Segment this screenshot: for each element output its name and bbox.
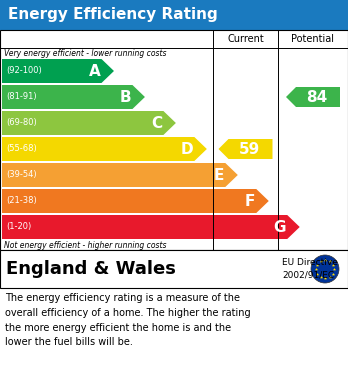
Text: (1-20): (1-20) bbox=[6, 222, 31, 231]
Polygon shape bbox=[2, 111, 176, 135]
Text: F: F bbox=[245, 194, 255, 208]
Polygon shape bbox=[2, 189, 269, 213]
Polygon shape bbox=[2, 163, 238, 187]
Polygon shape bbox=[219, 139, 272, 159]
Polygon shape bbox=[2, 59, 114, 83]
Text: (81-91): (81-91) bbox=[6, 93, 37, 102]
Polygon shape bbox=[2, 215, 300, 239]
Text: Energy Efficiency Rating: Energy Efficiency Rating bbox=[8, 7, 218, 23]
Text: (55-68): (55-68) bbox=[6, 145, 37, 154]
Polygon shape bbox=[2, 137, 207, 161]
Text: EU Directive
2002/91/EC: EU Directive 2002/91/EC bbox=[282, 258, 338, 280]
Bar bbox=[0, 30, 348, 250]
Bar bbox=[0, 250, 348, 288]
Text: 59: 59 bbox=[239, 142, 260, 156]
Polygon shape bbox=[286, 87, 340, 107]
Text: (69-80): (69-80) bbox=[6, 118, 37, 127]
Text: Current: Current bbox=[227, 34, 264, 44]
Text: B: B bbox=[120, 90, 132, 104]
Text: Very energy efficient - lower running costs: Very energy efficient - lower running co… bbox=[4, 49, 166, 58]
Text: The energy efficiency rating is a measure of the
overall efficiency of a home. T: The energy efficiency rating is a measur… bbox=[5, 293, 251, 347]
Text: Not energy efficient - higher running costs: Not energy efficient - higher running co… bbox=[4, 241, 166, 250]
Text: G: G bbox=[274, 219, 286, 235]
Circle shape bbox=[311, 255, 339, 283]
Text: D: D bbox=[181, 142, 193, 156]
Text: (92-100): (92-100) bbox=[6, 66, 42, 75]
Text: A: A bbox=[89, 63, 101, 79]
Text: 84: 84 bbox=[306, 90, 327, 104]
Text: C: C bbox=[151, 115, 163, 131]
Polygon shape bbox=[2, 85, 145, 109]
Text: England & Wales: England & Wales bbox=[6, 260, 176, 278]
Text: Potential: Potential bbox=[292, 34, 334, 44]
Text: E: E bbox=[214, 167, 224, 183]
Text: (39-54): (39-54) bbox=[6, 170, 37, 179]
Bar bbox=[0, 0, 348, 30]
Text: (21-38): (21-38) bbox=[6, 197, 37, 206]
